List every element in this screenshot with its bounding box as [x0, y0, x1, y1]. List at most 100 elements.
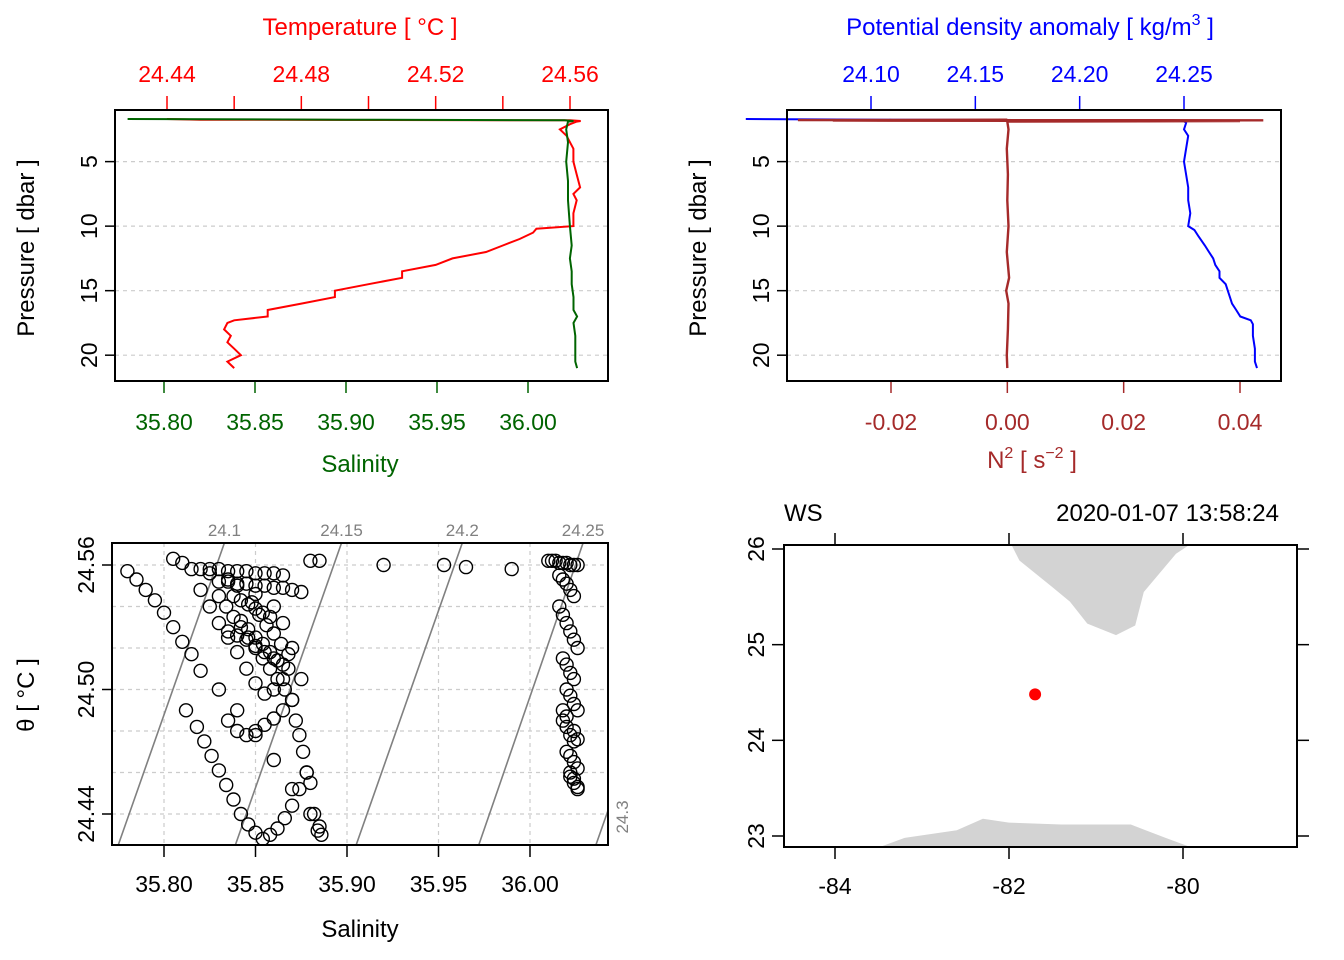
y-tick-label: 10	[76, 213, 102, 239]
ts-point	[229, 703, 245, 718]
x-tick-label: 35.80	[135, 871, 193, 897]
map-station-label: WS	[784, 500, 823, 527]
ts-point	[563, 624, 578, 639]
ts-point	[541, 553, 556, 568]
ts-point	[566, 734, 582, 749]
ts-point	[165, 620, 181, 635]
ts-point	[266, 599, 281, 614]
panel-profile-density: 5 10 15 20 24.10 24.15 24.20 24.25 -0.02 0.00 0.02…	[685, 12, 1282, 474]
ts-point	[299, 765, 314, 780]
ts-point	[436, 557, 452, 573]
ts-point	[552, 599, 567, 614]
y-tick-label: 5	[76, 155, 102, 168]
profile-density-lines	[745, 118, 1264, 369]
ts-point	[555, 607, 571, 622]
ts-point	[239, 661, 254, 676]
ts-point	[240, 622, 256, 637]
ts-point	[563, 688, 578, 703]
ts-point	[559, 709, 574, 724]
profile-density-top-axis-title: Potential density anomaly [ kg/m3 ]	[846, 12, 1214, 41]
ts-point	[202, 599, 218, 614]
land-polygon	[879, 818, 1191, 847]
x-tick-label: 35.85	[227, 871, 285, 897]
ts-point	[275, 568, 291, 583]
salinity-line	[127, 118, 579, 369]
profile-density-axes: 5 10 15 20 24.10 24.15 24.20 24.25 -0.02 0.00 0.02…	[748, 61, 1263, 435]
ts-point	[548, 553, 563, 568]
ts-point	[504, 561, 519, 577]
ts-point	[229, 628, 245, 643]
ts-point	[266, 752, 281, 768]
ts-point	[229, 644, 245, 660]
ts-point	[211, 763, 227, 778]
ts-point	[156, 605, 172, 620]
density-line	[745, 118, 1258, 369]
ts-point	[266, 626, 281, 641]
ts-point	[220, 564, 236, 579]
ts-point	[566, 771, 582, 786]
ts-diagram-isopycnals	[117, 543, 608, 845]
panel-station-map: -84 -82 -80 23 24 25 26 WS 2020-01-07 13:58:24	[743, 500, 1309, 899]
bottom-tick-label: 0.02	[1101, 409, 1146, 435]
isopycnal-line	[478, 543, 584, 845]
ts-point	[204, 748, 219, 764]
ts-point	[277, 682, 292, 697]
profile-density-bottom-axis-title: N2 [ s−2 ]	[987, 445, 1077, 474]
ts-point	[310, 823, 325, 838]
top-tick-label: 24.56	[541, 61, 599, 87]
x-tick-label: 35.90	[318, 871, 376, 897]
ts-point	[240, 630, 256, 645]
ts-point	[175, 634, 190, 649]
ts-point	[262, 661, 278, 676]
ts-point	[226, 609, 241, 625]
ts-point	[288, 713, 303, 728]
ts-point	[248, 586, 263, 602]
isopycnal-label: 24.1	[208, 521, 241, 540]
ts-point	[197, 734, 212, 749]
ts-point	[184, 647, 199, 662]
y-tick-label: 24.56	[73, 536, 99, 594]
bottom-tick-label: 0.04	[1218, 409, 1263, 435]
isopycnal-line	[117, 543, 226, 845]
top-tick-label: 24.25	[1155, 61, 1213, 87]
ts-point	[559, 615, 574, 631]
ts-point	[275, 580, 291, 595]
ts-point	[226, 588, 241, 604]
ts-diagram-points	[120, 551, 585, 845]
ts-point	[295, 744, 311, 759]
ts-point	[189, 719, 205, 735]
profile-density-grid	[787, 161, 1281, 356]
map-frame	[783, 544, 1298, 848]
ts-point	[270, 671, 285, 687]
ts-point	[218, 777, 234, 793]
map-timestamp: 2020-01-07 13:58:24	[1056, 500, 1279, 527]
ts-point	[266, 580, 281, 595]
ts-point	[284, 798, 300, 813]
isopycnal-label: 24.2	[446, 521, 479, 540]
ts-point	[239, 727, 254, 743]
y-tick-label: 20	[76, 342, 102, 368]
ts-point	[218, 599, 234, 614]
ts-point	[275, 703, 291, 718]
y-tick-label: 23	[743, 823, 769, 849]
isopycnal-label: 24.15	[320, 521, 363, 540]
ts-point	[240, 597, 256, 612]
x-tick-label: 36.00	[501, 871, 559, 897]
ts-point	[233, 613, 249, 629]
ts-point	[566, 557, 582, 573]
ts-point	[306, 806, 322, 822]
ts-point	[257, 686, 272, 701]
ts-point	[281, 647, 296, 662]
map-axes: -84 -82 -80 23 24 25 26	[743, 533, 1309, 899]
ts-point	[266, 682, 281, 697]
profile-density-left-axis-title: Pressure [ dbar ]	[685, 159, 712, 336]
ts-point	[559, 555, 574, 571]
ts-point	[252, 607, 267, 622]
ts-point	[257, 717, 272, 732]
ts-point	[233, 806, 249, 822]
ts-point	[566, 723, 582, 739]
ts-point	[248, 578, 263, 593]
y-tick-label: 20	[748, 342, 774, 368]
ts-point	[559, 719, 574, 735]
